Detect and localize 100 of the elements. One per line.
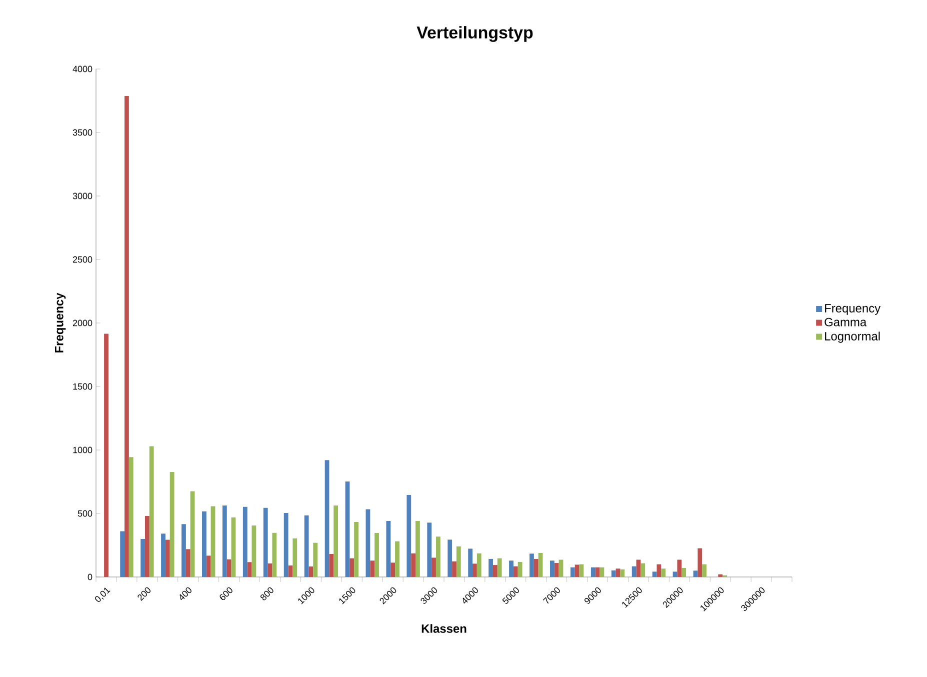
bar xyxy=(456,546,461,577)
bar xyxy=(509,560,514,577)
bar xyxy=(329,554,334,577)
bar xyxy=(202,511,206,577)
y-tick-label: 2500 xyxy=(72,256,92,263)
bar xyxy=(416,520,420,577)
bar xyxy=(284,512,288,577)
bar xyxy=(206,556,211,577)
bar xyxy=(530,554,534,577)
bar xyxy=(104,334,108,577)
bar xyxy=(492,565,498,577)
y-tick-label: 3000 xyxy=(72,192,92,200)
y-tick-label: 1000 xyxy=(73,446,92,454)
bar xyxy=(538,552,543,577)
bar xyxy=(354,522,358,577)
bar xyxy=(370,560,375,577)
bar xyxy=(652,572,657,577)
bar xyxy=(247,562,252,577)
bar xyxy=(432,558,436,577)
bar xyxy=(411,553,416,577)
bar xyxy=(448,540,452,577)
bar xyxy=(718,574,723,577)
bar xyxy=(263,508,268,577)
bar xyxy=(476,553,482,577)
bar xyxy=(268,563,272,577)
bar xyxy=(558,560,564,577)
bar xyxy=(406,494,412,577)
bar xyxy=(390,562,396,577)
bar xyxy=(190,491,195,577)
bar xyxy=(374,533,379,577)
bar xyxy=(272,532,277,577)
bar xyxy=(554,563,559,577)
bar xyxy=(632,566,636,577)
bar xyxy=(395,541,400,577)
bar xyxy=(124,96,129,577)
bar xyxy=(600,567,604,577)
bar xyxy=(304,515,309,577)
bar xyxy=(324,460,330,577)
bar xyxy=(570,567,575,577)
bar xyxy=(242,506,248,577)
bar xyxy=(144,516,150,577)
bar xyxy=(182,524,186,577)
y-tick-label: 500 xyxy=(78,510,92,517)
bar xyxy=(226,559,232,577)
bar xyxy=(620,569,625,577)
bar xyxy=(640,563,646,577)
bar xyxy=(661,568,666,577)
y-tick-label: 1500 xyxy=(73,383,92,390)
bar xyxy=(128,457,134,577)
bar xyxy=(574,564,580,577)
x-tick-label: 600 xyxy=(220,587,232,600)
bar xyxy=(590,567,596,577)
y-tick-label: 0 xyxy=(88,574,92,580)
y-axis-title: Frequency xyxy=(55,292,66,352)
bar xyxy=(252,526,256,577)
bar xyxy=(682,568,686,577)
y-tick-label: 4000 xyxy=(72,66,92,72)
bar xyxy=(231,517,236,577)
bar xyxy=(472,564,477,577)
bar xyxy=(488,558,493,577)
bar xyxy=(693,570,698,577)
bar xyxy=(550,560,554,577)
bar xyxy=(534,558,538,577)
chart-title: Verteilungstyp xyxy=(416,26,533,42)
bar xyxy=(334,505,338,577)
legend-label: Lognormal xyxy=(825,332,880,343)
x-tick-label: 400 xyxy=(180,587,192,600)
bar xyxy=(702,564,706,577)
bar xyxy=(170,472,174,577)
bar xyxy=(161,534,166,577)
bar xyxy=(436,536,440,577)
legend-label: Frequency xyxy=(825,304,881,315)
bar xyxy=(497,558,502,577)
bar xyxy=(350,558,354,577)
bar xyxy=(513,566,518,577)
bar xyxy=(165,540,170,577)
y-tick-label: 3500 xyxy=(72,129,92,136)
bar xyxy=(292,538,298,577)
bar xyxy=(611,570,616,577)
x-tick-label: 200 xyxy=(138,587,150,601)
bar xyxy=(288,565,293,577)
bar xyxy=(186,549,190,577)
bar xyxy=(140,539,145,577)
bar xyxy=(672,572,678,577)
y-tick-label: 2000 xyxy=(72,320,92,326)
bar xyxy=(313,542,318,577)
legend-label: Gamma xyxy=(824,318,867,326)
bar xyxy=(518,562,522,577)
bar xyxy=(308,566,314,577)
bar xyxy=(452,561,456,577)
bar xyxy=(616,568,620,577)
bar xyxy=(677,560,682,577)
bar xyxy=(427,522,432,577)
bar xyxy=(636,560,641,577)
bar xyxy=(656,564,662,577)
bar xyxy=(386,520,391,577)
x-axis-title: Klassen xyxy=(422,624,466,633)
bar xyxy=(120,531,125,577)
bar xyxy=(222,505,227,577)
x-tick-label: 0,01 xyxy=(95,588,110,602)
